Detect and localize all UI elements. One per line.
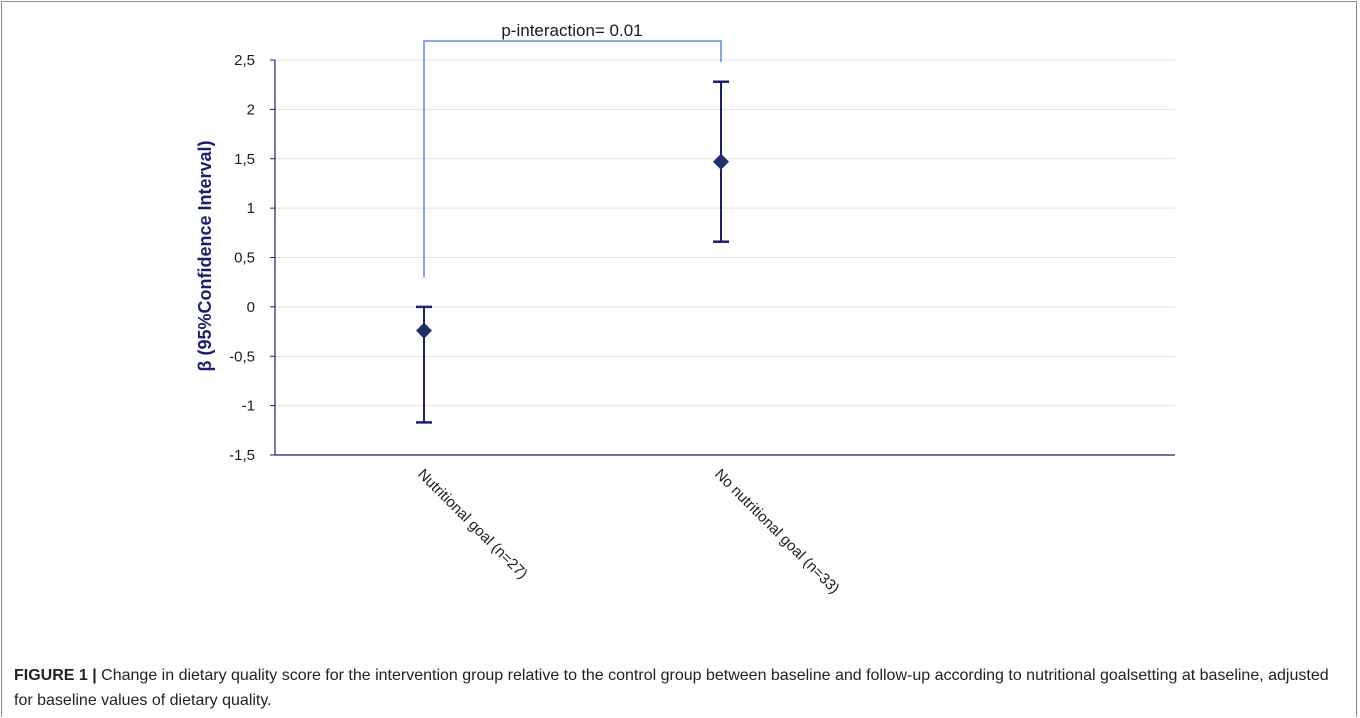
axes [270, 59, 1175, 456]
point-estimate [416, 322, 432, 339]
y-tick-label: 1 [247, 200, 255, 217]
point-estimates [416, 153, 729, 339]
gridlines [275, 59, 1175, 407]
y-tick-label: -1,5 [229, 447, 255, 464]
y-tick-label: 1,5 [234, 151, 255, 168]
y-axis-label: β (95%Confidence Interval) [195, 140, 215, 371]
x-category-labels: Nutritional goal (n=27) No nutritional go… [414, 466, 842, 597]
bracket-line [423, 40, 722, 278]
y-tick-label: -1 [242, 398, 255, 415]
chart: -1,5 -1 -0,5 0 0,5 1 1,5 2 2,5 Nutritional goal … [195, 21, 1175, 597]
y-tick-label: 2,5 [234, 52, 255, 69]
y-tick-labels: -1,5 -1 -0,5 0 0,5 1 1,5 2 2,5 [229, 52, 255, 464]
y-tick-label: 0,5 [234, 250, 255, 267]
figure-label: FIGURE 1 | [14, 667, 97, 684]
y-tick-label: 2 [247, 101, 255, 118]
x-category-label: Nutritional goal (n=27) [414, 466, 531, 583]
x-category-label: No nutritional goal (n=33) [711, 466, 842, 597]
p-interaction-annotation: p-interaction= 0.01 [501, 21, 642, 40]
figure-caption-text: Change in dietary quality score for the … [14, 667, 1329, 709]
figure-caption: FIGURE 1 | Change in dietary quality sco… [14, 663, 1344, 713]
y-tick-label: 0 [247, 299, 255, 316]
error-bars [416, 80, 729, 424]
y-tick-label: -0,5 [229, 348, 255, 365]
point-estimate [713, 153, 729, 170]
significance-bracket [423, 40, 722, 278]
